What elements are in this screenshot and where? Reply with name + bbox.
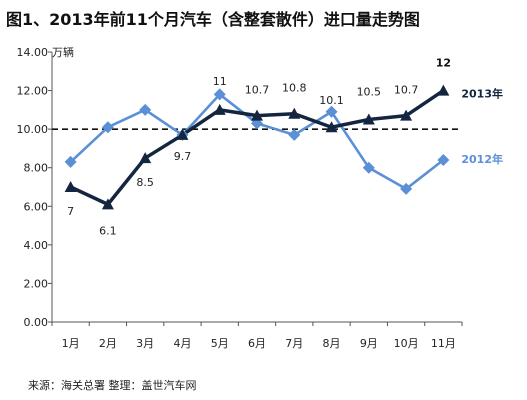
x-tick-label: 9月: [360, 337, 378, 350]
data-labels: 7 6.1 8.5 9.7 11 10.7 10.8 10.1 10.5 10.7 12: [67, 57, 451, 238]
data-label-2013: 6.1: [99, 224, 117, 237]
marker-2013: [213, 103, 226, 115]
marker-2012: [64, 155, 77, 168]
marker-2013: [176, 128, 189, 140]
x-tick-label: 7月: [285, 337, 303, 350]
y-tick-label: 4.00: [24, 239, 49, 252]
data-label-2013: 10.5: [357, 86, 382, 99]
marker-2013: [362, 113, 375, 125]
marker-2012: [400, 182, 413, 195]
marker-2012: [437, 154, 450, 166]
x-axis: 1月 2月 3月 4月 5月 6月 7月 8月 9月 10月 11月: [51, 321, 463, 350]
data-label-2013: 11: [213, 75, 227, 88]
x-tick-label: 1月: [62, 337, 80, 350]
marker-2013: [139, 152, 152, 164]
y-tick-label: 6.00: [24, 200, 49, 213]
y-axis: 0.00 2.00 4.00 6.00 8.00 10.00 12.00 14.00 万辆: [17, 45, 75, 329]
source-note: 来源：海关总署 整理：盖世汽车网: [28, 379, 197, 392]
marker-2012: [213, 88, 226, 101]
y-tick-label: 8.00: [24, 162, 49, 175]
x-tick-label: 2月: [99, 337, 117, 350]
series-line-2013: [69, 89, 445, 207]
marker-2013: [251, 109, 263, 121]
series-names: 2013年 2012年: [461, 87, 503, 166]
series-markers: [64, 84, 450, 210]
marker-2012: [139, 103, 152, 116]
x-tick-label: 6月: [248, 337, 266, 350]
marker-2013: [64, 181, 77, 192]
data-label-2013: 12: [436, 57, 451, 70]
y-tick-label: 14.00: [17, 46, 49, 59]
data-label-2013: 8.5: [136, 176, 154, 189]
data-label-2013: 10.7: [394, 84, 419, 97]
x-tick-label: 5月: [211, 337, 229, 350]
marker-2013: [437, 84, 450, 96]
series-line-2012: [69, 93, 445, 191]
series-name-2013: 2013年: [461, 87, 503, 101]
x-tick-label: 10月: [394, 337, 419, 350]
data-label-2013: 10.8: [282, 82, 307, 95]
marker-2012: [362, 161, 375, 174]
x-tick-label: 8月: [323, 337, 341, 350]
y-tick-label: 0.00: [24, 316, 49, 329]
data-label-2013: 9.7: [174, 150, 192, 163]
marker-2013: [400, 109, 413, 121]
series-name-2012: 2012年: [461, 152, 503, 166]
marker-2012: [101, 121, 114, 134]
y-tick-label: 12.00: [17, 85, 49, 98]
marker-2012: [288, 128, 301, 141]
y-tick-label: 2.00: [24, 277, 49, 290]
data-label-2013: 10.7: [245, 84, 270, 97]
series-lines: [69, 89, 445, 207]
marker-2013: [325, 121, 338, 133]
marker-2012: [325, 105, 338, 118]
x-tick-label: 4月: [173, 337, 191, 350]
y-tick-label: 10.00: [17, 123, 49, 136]
marker-2013: [101, 198, 114, 210]
y-unit-label: 万辆: [52, 45, 74, 59]
chart-title: 图1、2013年前11个月汽车（含整套散件）进口量走势图: [6, 10, 420, 29]
data-label-2013: 7: [67, 205, 74, 218]
marker-2013: [288, 107, 301, 119]
data-label-2013: 10.1: [319, 94, 344, 107]
x-tick-label: 11月: [431, 337, 456, 350]
x-tick-label: 3月: [136, 337, 154, 350]
